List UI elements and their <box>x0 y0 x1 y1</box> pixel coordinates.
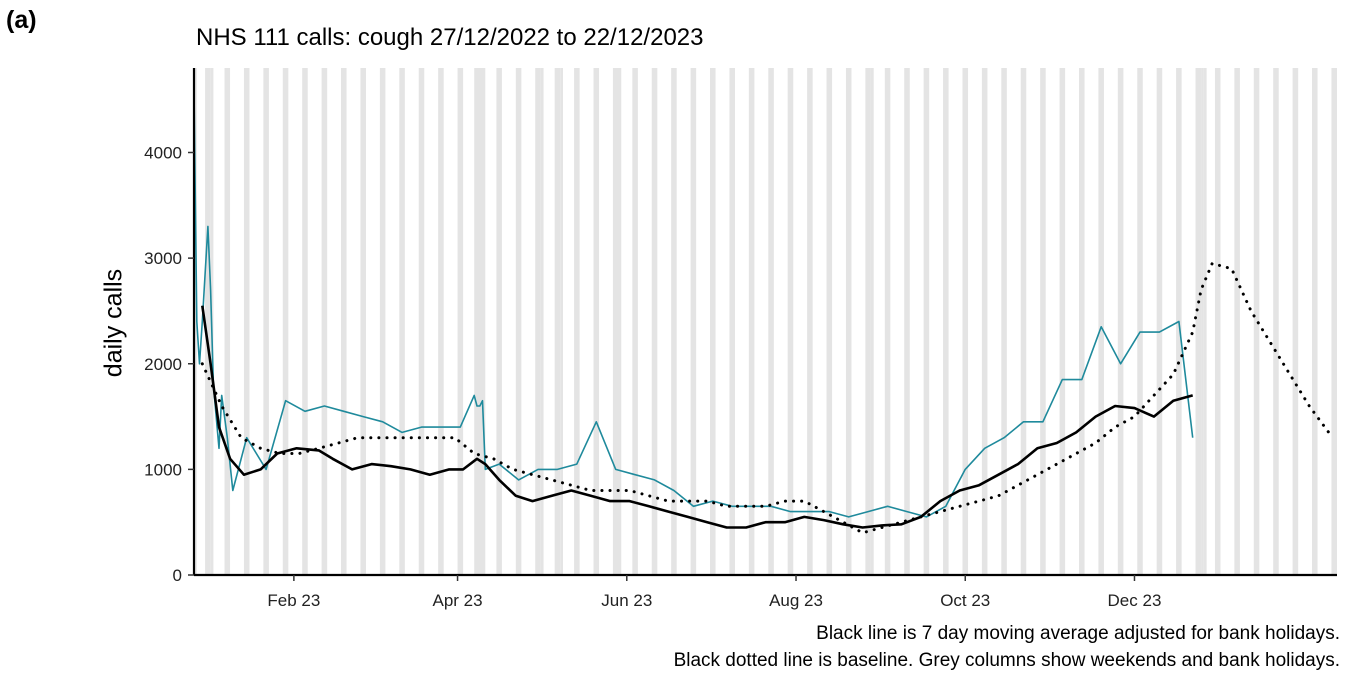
weekend-column <box>482 68 486 575</box>
weekend-column <box>474 68 477 575</box>
weekend-column <box>1203 68 1207 575</box>
weekend-column <box>205 68 211 575</box>
weekend-column <box>807 68 813 575</box>
weekend-column <box>1098 68 1104 575</box>
weekend-column <box>748 68 755 575</box>
weekend-column <box>962 68 969 575</box>
weekend-column <box>1001 68 1007 575</box>
weekend-column <box>438 68 444 575</box>
weekend-column <box>1234 68 1240 575</box>
weekend-column <box>263 68 269 575</box>
weekend-column <box>1195 68 1202 575</box>
weekend-column <box>904 68 910 575</box>
weekend-column <box>224 68 231 575</box>
weekend-column <box>1040 68 1046 575</box>
weekend-column <box>535 68 541 575</box>
weekend-column <box>1292 68 1299 575</box>
weekend-column <box>870 68 874 575</box>
caption-baseline: Black dotted line is baseline. Grey colu… <box>673 650 1340 671</box>
weekend-column <box>457 68 464 575</box>
weekend-column <box>360 68 367 575</box>
caption-moving-average: Black line is 7 day moving average adjus… <box>816 623 1340 644</box>
weekend-column <box>321 68 328 575</box>
weekend-column <box>865 68 871 575</box>
x-tick-label: Jun 23 <box>601 591 652 610</box>
weekend-column <box>729 68 735 575</box>
chart-title: NHS 111 calls: cough 27/12/2022 to 22/12… <box>196 24 704 51</box>
weekend-column <box>1020 68 1027 575</box>
x-tick-label: Feb 23 <box>267 591 320 610</box>
x-tick-label: Dec 23 <box>1108 591 1162 610</box>
weekend-column <box>1059 68 1066 575</box>
x-tick-label: Aug 23 <box>769 591 823 610</box>
weekend-column <box>690 68 697 575</box>
y-tick-label: 2000 <box>144 355 182 374</box>
weekend-column <box>515 68 522 575</box>
weekend-column <box>341 68 347 575</box>
weekend-column <box>671 68 677 575</box>
weekend-column <box>476 68 483 575</box>
weekend-column <box>418 68 425 575</box>
weekend-column <box>540 68 544 575</box>
weekend-column <box>632 68 638 575</box>
weekend-column <box>1312 68 1318 575</box>
x-tick-label: Oct 23 <box>940 591 990 610</box>
weekend-columns <box>194 68 1337 575</box>
weekend-column <box>826 68 833 575</box>
weekend-column <box>282 68 289 575</box>
weekend-column <box>560 68 563 575</box>
weekend-column <box>651 68 658 575</box>
weekend-column <box>710 68 716 575</box>
weekend-column <box>787 68 794 575</box>
weekend-column <box>593 68 600 575</box>
weekend-column <box>884 68 891 575</box>
y-tick-label: 4000 <box>144 144 182 163</box>
weekend-column <box>496 68 502 575</box>
weekend-column <box>554 68 561 575</box>
weekend-column <box>923 68 930 575</box>
weekend-column <box>399 68 405 575</box>
weekend-column <box>768 68 774 575</box>
weekend-column <box>612 68 619 575</box>
weekend-column <box>574 68 580 575</box>
weekend-column <box>618 68 622 575</box>
series-layer <box>193 89 1331 535</box>
weekend-column <box>1201 68 1204 575</box>
weekend-column <box>302 68 308 575</box>
series-line-solid <box>201 305 1194 529</box>
weekend-column <box>1273 68 1279 575</box>
axes: 0 1000 2000 3000 4000 Feb 23 Apr 23 Jun 23 Aug 2… <box>144 68 1337 610</box>
weekend-column <box>943 68 949 575</box>
series-line-teal <box>193 89 1194 518</box>
weekend-column <box>1137 68 1143 575</box>
weekend-column <box>194 68 197 575</box>
weekend-column <box>1078 68 1085 575</box>
x-tick-label: Apr 23 <box>433 591 483 610</box>
weekend-column <box>1156 68 1163 575</box>
y-tick-label: 1000 <box>144 460 182 479</box>
panel-tag: (a) <box>6 6 37 34</box>
weekend-column <box>981 68 988 575</box>
y-tick-label: 0 <box>173 566 182 585</box>
y-tick-label: 3000 <box>144 249 182 268</box>
weekend-column <box>1253 68 1260 575</box>
weekend-column <box>379 68 386 575</box>
weekend-column <box>1214 68 1221 575</box>
weekend-column <box>1331 68 1337 575</box>
weekend-column <box>1117 68 1124 575</box>
weekend-column <box>243 68 250 575</box>
weekend-column <box>845 68 852 575</box>
